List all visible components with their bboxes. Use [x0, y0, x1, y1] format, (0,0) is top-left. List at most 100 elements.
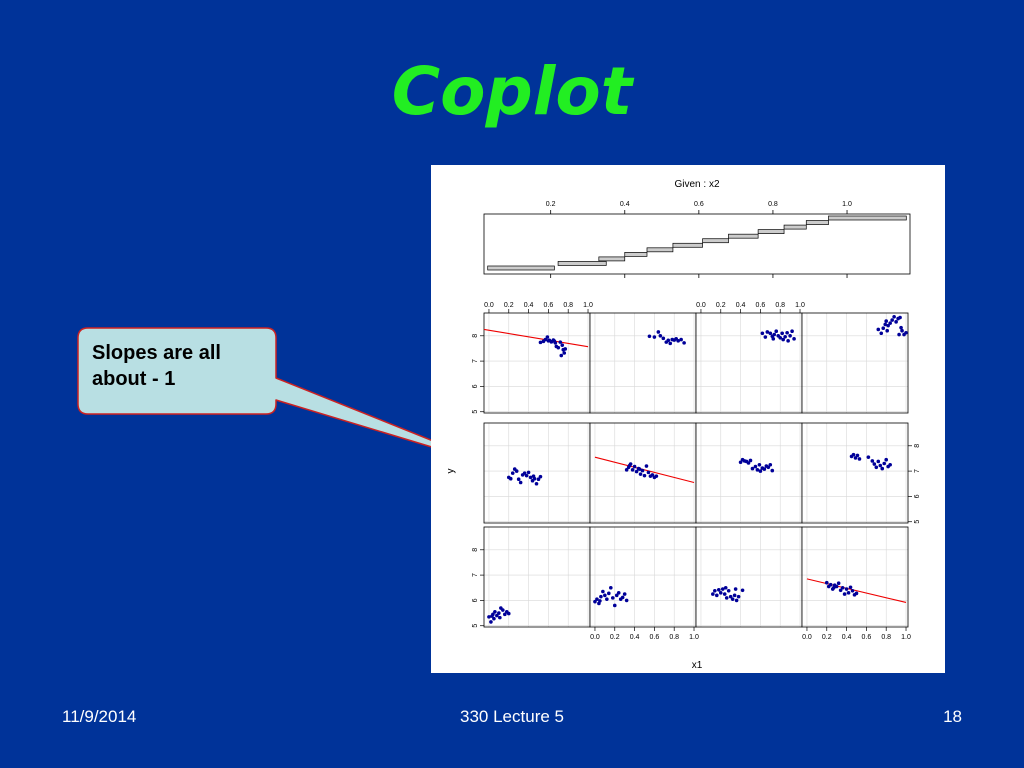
data-point	[750, 466, 755, 471]
x-tick-label: 0.4	[842, 634, 852, 641]
data-point	[516, 477, 521, 482]
data-point	[894, 320, 898, 324]
data-point	[522, 471, 527, 475]
data-point	[828, 582, 833, 587]
given-interval-bar	[805, 220, 829, 225]
given-interval-bar	[624, 252, 648, 257]
data-point	[762, 467, 767, 471]
data-point	[831, 585, 836, 590]
data-point	[610, 596, 615, 600]
data-point	[788, 333, 792, 338]
data-point	[538, 340, 543, 345]
data-point	[601, 589, 605, 594]
data-point	[870, 459, 875, 463]
data-point	[720, 587, 725, 591]
data-point	[514, 469, 519, 473]
given-tick-label: 1.0	[842, 201, 852, 208]
data-point	[637, 467, 642, 471]
data-point	[682, 341, 686, 345]
data-point	[501, 608, 505, 612]
data-point	[840, 585, 845, 590]
data-point	[885, 328, 889, 333]
data-point	[620, 595, 625, 600]
data-point	[624, 598, 629, 603]
data-point	[770, 468, 775, 473]
data-point	[850, 588, 855, 593]
data-point	[879, 331, 884, 336]
data-point	[854, 591, 859, 596]
x-tick-label: 0.2	[610, 634, 620, 641]
data-point	[656, 330, 661, 334]
y-tick-label: 7	[472, 359, 479, 363]
data-point	[883, 322, 888, 327]
data-point	[546, 339, 551, 343]
data-point	[518, 480, 523, 485]
data-point	[493, 610, 497, 614]
data-point	[728, 594, 733, 599]
x-tick-label: 0.6	[756, 302, 766, 309]
data-point	[508, 476, 513, 481]
data-point	[781, 337, 785, 342]
data-point	[857, 457, 862, 461]
panel-background	[696, 313, 802, 413]
panel-background	[696, 423, 802, 523]
panel-background	[802, 313, 908, 413]
data-point	[753, 464, 758, 469]
data-point	[716, 587, 721, 592]
x-tick-label: 0.2	[822, 634, 832, 641]
data-point	[898, 315, 902, 320]
data-point	[605, 597, 609, 601]
data-point	[489, 620, 493, 624]
fit-line	[483, 328, 589, 348]
data-point	[647, 334, 652, 339]
data-point	[642, 473, 647, 478]
data-point	[884, 457, 889, 462]
data-point	[834, 584, 839, 589]
data-point	[866, 455, 871, 459]
data-point	[638, 472, 643, 476]
data-point	[884, 319, 889, 323]
x-tick-label: 0.2	[504, 302, 514, 309]
data-point	[646, 470, 651, 475]
data-point	[851, 452, 856, 457]
panel-background	[590, 527, 696, 627]
data-point	[559, 353, 564, 358]
data-point	[498, 615, 502, 620]
given-interval-bar	[783, 224, 807, 230]
data-point	[876, 327, 881, 332]
x-tick-label: 0.4	[630, 634, 640, 641]
data-point	[899, 325, 903, 330]
data-point	[774, 329, 779, 334]
x-tick-label: 0.0	[696, 302, 706, 309]
data-point	[872, 462, 877, 466]
data-point	[652, 335, 657, 339]
given-panel-frame	[483, 213, 911, 275]
data-point	[748, 458, 753, 463]
x-tick-label: 0.6	[544, 302, 554, 309]
data-point	[897, 332, 901, 337]
given-tick-label: 0.2	[546, 201, 556, 208]
panel-background	[590, 423, 696, 523]
x-tick-label: 0.0	[484, 302, 494, 309]
panel-frame	[801, 422, 909, 524]
x-tick-label: 0.8	[775, 302, 785, 309]
data-point	[487, 615, 491, 619]
data-point	[786, 339, 790, 343]
x-tick-label: 0.0	[590, 634, 600, 641]
data-point	[780, 331, 784, 336]
data-point	[622, 592, 627, 596]
given-interval-bar	[702, 238, 729, 244]
data-point	[543, 337, 548, 342]
data-point	[614, 593, 619, 598]
data-point	[723, 585, 728, 590]
data-point	[882, 461, 887, 466]
x-tick-label: 0.2	[716, 302, 726, 309]
data-point	[558, 340, 563, 344]
y-tick-label: 6	[472, 598, 479, 602]
panel-frame	[801, 526, 909, 628]
y-tick-label: 5	[914, 520, 921, 524]
fit-line	[806, 578, 907, 603]
panel-background	[484, 313, 590, 413]
data-point	[644, 464, 649, 468]
data-point	[556, 345, 561, 350]
